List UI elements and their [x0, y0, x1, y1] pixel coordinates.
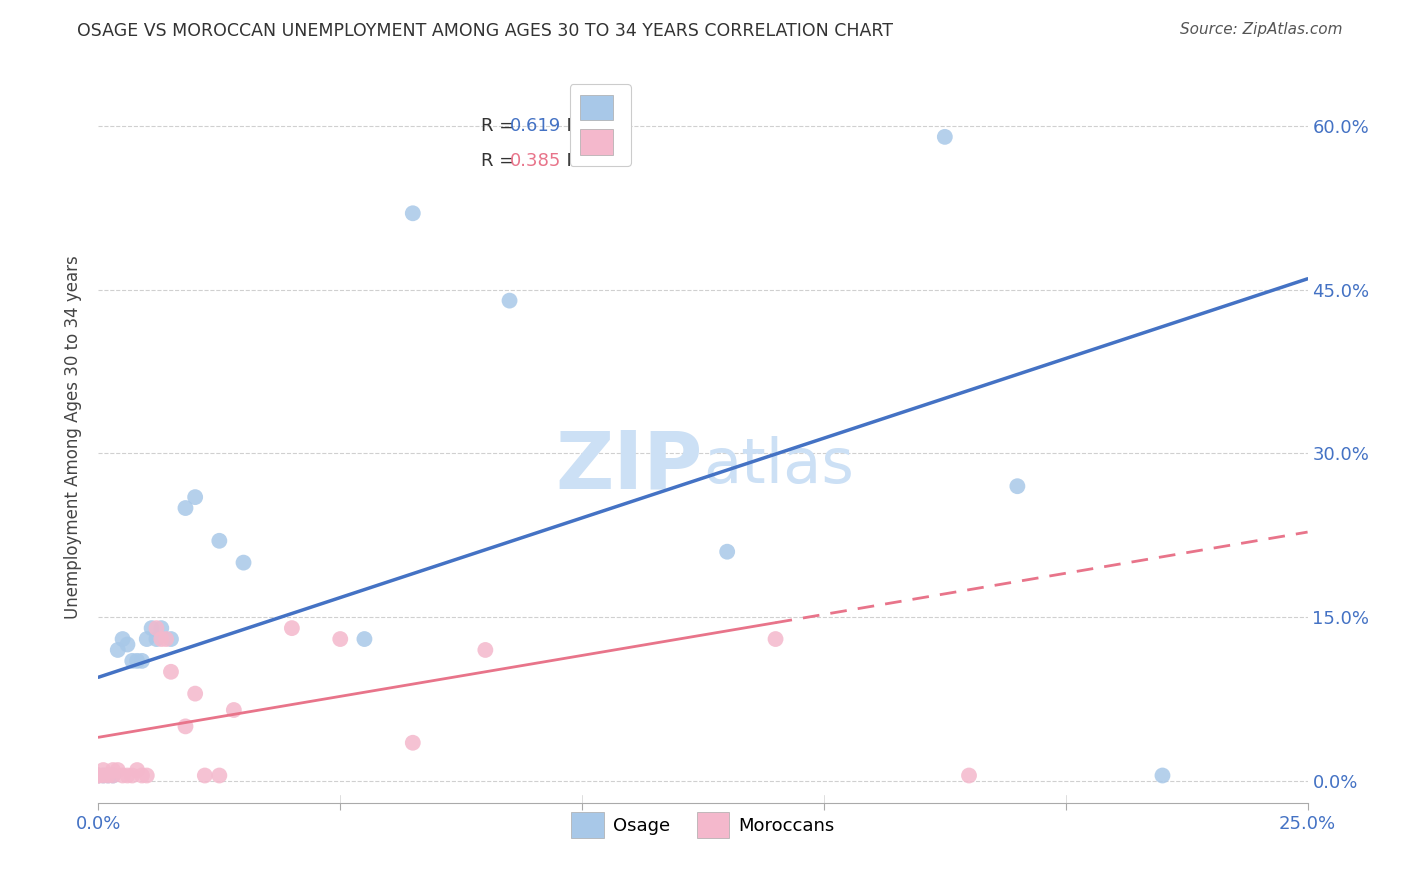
Point: [117, 638, 139, 652]
Text: ZIP: ZIP: [555, 427, 703, 506]
Text: R =: R =: [481, 117, 519, 136]
Text: Source: ZipAtlas.com: Source: ZipAtlas.com: [1180, 22, 1343, 37]
Point: [97, 768, 120, 782]
Text: OSAGE VS MOROCCAN UNEMPLOYMENT AMONG AGES 30 TO 34 YEARS CORRELATION CHART: OSAGE VS MOROCCAN UNEMPLOYMENT AMONG AGE…: [77, 22, 893, 40]
Point: [87, 768, 110, 782]
Point: [174, 501, 197, 516]
Point: [402, 736, 425, 750]
Point: [1007, 479, 1029, 493]
Point: [121, 768, 143, 782]
Point: [111, 632, 134, 646]
Point: [91, 768, 114, 782]
Text: 26: 26: [602, 117, 624, 136]
Point: [160, 665, 183, 679]
Point: [208, 768, 231, 782]
Point: [107, 763, 129, 777]
Point: [174, 719, 197, 733]
Point: [107, 643, 129, 657]
Point: [87, 768, 110, 782]
Point: [184, 687, 207, 701]
Point: [222, 703, 245, 717]
Text: R =: R =: [481, 153, 519, 170]
Point: [117, 768, 139, 782]
Point: [145, 632, 167, 646]
Point: [135, 768, 157, 782]
Point: [765, 632, 787, 646]
Y-axis label: Unemployment Among Ages 30 to 34 years: Unemployment Among Ages 30 to 34 years: [65, 255, 83, 619]
Text: N =: N =: [555, 117, 607, 136]
Point: [127, 763, 149, 777]
Point: [91, 768, 114, 782]
Point: [101, 763, 124, 777]
Point: [194, 768, 217, 782]
Point: [87, 768, 110, 782]
Point: [150, 621, 173, 635]
Point: [121, 654, 143, 668]
Point: [329, 632, 352, 646]
Point: [131, 654, 153, 668]
Point: [141, 621, 163, 635]
Point: [150, 632, 173, 646]
Point: [135, 632, 157, 646]
Point: [957, 768, 980, 782]
Point: [208, 533, 231, 548]
Legend: Osage, Moroccans: Osage, Moroccans: [564, 805, 842, 845]
Point: [934, 129, 956, 144]
Point: [131, 768, 153, 782]
Point: [1152, 768, 1174, 782]
Text: N =: N =: [555, 153, 607, 170]
Point: [111, 768, 134, 782]
Point: [155, 632, 177, 646]
Text: 0.385: 0.385: [509, 153, 561, 170]
Point: [498, 293, 520, 308]
Point: [101, 768, 124, 782]
Point: [474, 643, 496, 657]
Point: [145, 621, 167, 635]
Point: [91, 763, 114, 777]
Point: [160, 632, 183, 646]
Text: 29: 29: [602, 153, 624, 170]
Point: [127, 654, 149, 668]
Point: [184, 490, 207, 504]
Point: [281, 621, 304, 635]
Point: [402, 206, 425, 220]
Text: 0.619: 0.619: [509, 117, 561, 136]
Point: [101, 768, 124, 782]
Point: [232, 556, 254, 570]
Point: [716, 545, 738, 559]
Text: atlas: atlas: [703, 436, 853, 496]
Point: [353, 632, 375, 646]
Point: [97, 768, 120, 782]
